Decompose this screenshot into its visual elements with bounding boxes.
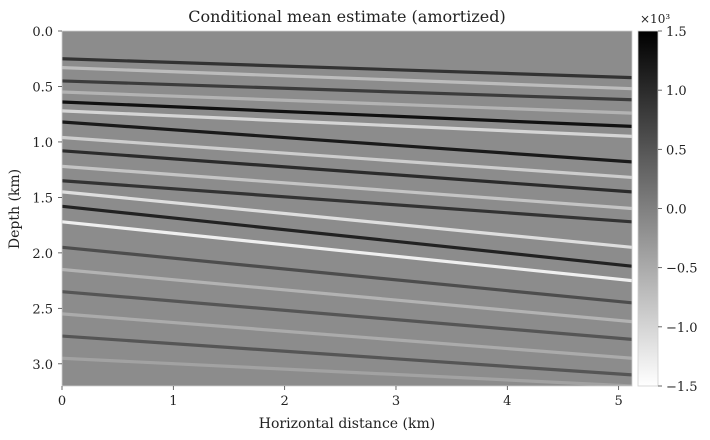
reflector-15: [62, 267, 632, 324]
x-tick-label: 0: [58, 394, 66, 409]
x-tick-label: 2: [281, 394, 289, 409]
colorbar-ticks: 1.5 1.0 0.5 0.0 −0.5 −1.0 −1.5: [658, 25, 698, 395]
reflector-5: [62, 109, 632, 138]
chart-title: Conditional mean estimate (amortized): [188, 7, 505, 26]
reflector-0: [62, 57, 632, 80]
reflector-17: [62, 312, 632, 360]
reflector-group: [62, 57, 632, 386]
reflector-3: [62, 90, 632, 115]
reflector-10: [62, 179, 632, 224]
x-tick-label: 5: [615, 394, 623, 409]
x-axis: 0 1 2 3 4 5: [58, 386, 623, 409]
y-tick-label: 2.5: [32, 302, 53, 317]
reflector-19: [62, 356, 632, 386]
reflector-6: [62, 120, 632, 164]
x-axis-label: Horizontal distance (km): [259, 416, 435, 432]
x-tick-label: 1: [169, 394, 177, 409]
y-tick-label: 1.0: [32, 136, 53, 151]
reflector-18: [62, 334, 632, 377]
plot-frame: [61, 30, 633, 387]
colorbar-tick-label: −1.5: [666, 380, 698, 395]
reflector-13: [62, 220, 632, 283]
y-tick-label: 1.5: [32, 191, 53, 206]
reflector-8: [62, 149, 632, 194]
colorbar-gradient: [637, 30, 659, 387]
colorbar-tick-label: 1.5: [666, 25, 687, 40]
reflector-4: [62, 100, 632, 129]
colorbar: ×10³ 1.5 1.0 0.5 0.0 −0.5 −1.0 −1.5: [637, 12, 698, 395]
colorbar-tick-label: 0.0: [666, 203, 687, 218]
y-tick-label: 3.0: [32, 358, 53, 373]
reflector-9: [62, 164, 632, 211]
reflector-14: [62, 245, 632, 305]
y-tick-label: 0.5: [32, 80, 53, 95]
reflector-11: [62, 190, 632, 249]
colorbar-tick-label: 0.5: [666, 143, 687, 158]
y-tick-label: 0.0: [32, 25, 53, 40]
reflector-7: [62, 135, 632, 180]
reflector-1: [62, 66, 632, 91]
colorbar-tick-label: −1.0: [666, 321, 698, 336]
reflector-2: [62, 79, 632, 102]
reflector-16: [62, 290, 632, 342]
colorbar-tick-label: 1.0: [666, 84, 687, 99]
colorbar-scale-label: ×10³: [640, 12, 670, 26]
y-axis: 0.0 0.5 1.0 1.5 2.0 2.5 3.0: [32, 25, 62, 373]
y-axis-label: Depth (km): [7, 169, 23, 249]
x-tick-label: 4: [503, 394, 511, 409]
reflector-12: [62, 204, 632, 268]
y-tick-label: 2.0: [32, 247, 53, 262]
x-tick-label: 3: [392, 394, 400, 409]
heatmap-area: [62, 31, 632, 386]
colorbar-tick-label: −0.5: [666, 262, 698, 277]
